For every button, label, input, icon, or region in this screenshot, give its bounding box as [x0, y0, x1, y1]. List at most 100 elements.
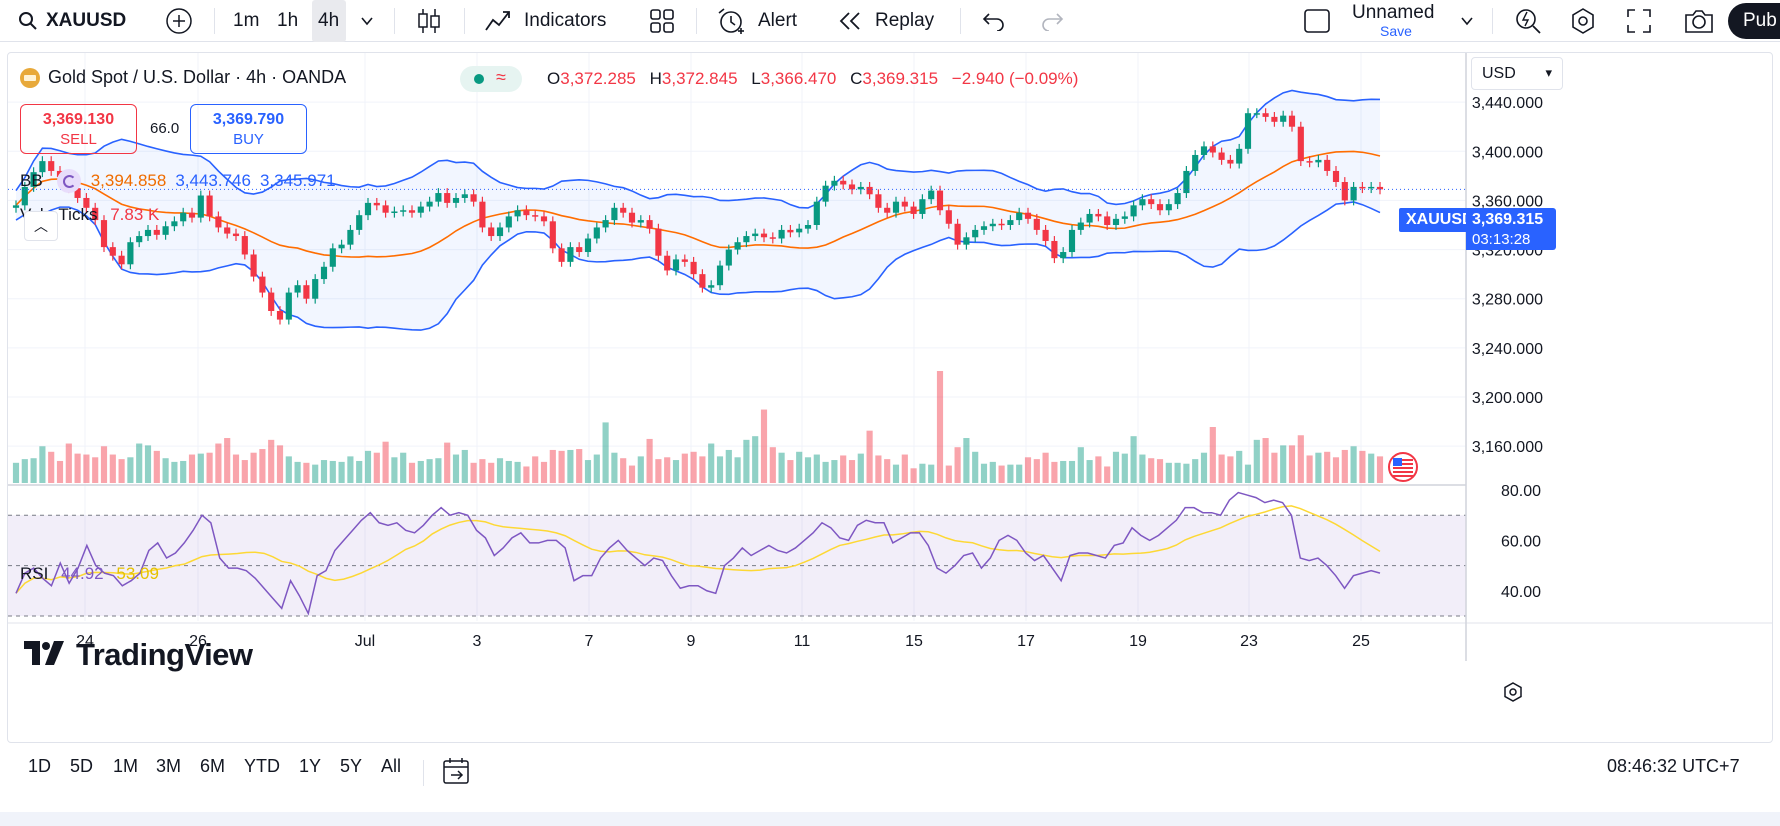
- volume-bar: [1297, 435, 1304, 483]
- time-tick-label: 24: [76, 633, 94, 650]
- settings-button[interactable]: [1568, 0, 1598, 42]
- candle: [197, 195, 204, 218]
- go-to-date-button[interactable]: [442, 757, 472, 790]
- interval-1m-button[interactable]: 1m: [233, 10, 260, 31]
- candle: [936, 190, 944, 211]
- candle: [74, 188, 81, 198]
- candle: [488, 227, 495, 237]
- indicators-button[interactable]: Indicators: [484, 0, 606, 42]
- interval-4h-button[interactable]: 4h: [318, 10, 340, 31]
- currency-selector[interactable]: USD ▾: [1471, 57, 1563, 90]
- fullscreen-button[interactable]: [1626, 0, 1652, 42]
- interval-dropdown-button[interactable]: [360, 0, 374, 42]
- quick-search-button[interactable]: [1513, 0, 1543, 42]
- us-flag-canton: [1393, 458, 1402, 466]
- candle: [998, 223, 1005, 226]
- volume-bar: [1236, 450, 1243, 483]
- layout-dropdown-button[interactable]: [1460, 0, 1474, 42]
- volume-bar: [56, 460, 64, 483]
- range-1m-button[interactable]: 1M: [113, 756, 139, 776]
- chart-type-button[interactable]: [416, 0, 442, 42]
- low-label: L: [751, 69, 761, 88]
- layout-menu-button[interactable]: [1303, 0, 1331, 42]
- buy-button[interactable]: 3,369.790 BUY: [190, 104, 307, 154]
- range-5d-button[interactable]: 5D: [70, 756, 94, 776]
- candle: [1359, 186, 1366, 189]
- change-value: −2.940 (−0.09%): [951, 69, 1079, 88]
- volume-bar: [796, 451, 803, 483]
- price-tick-label: 3,360.000: [1472, 193, 1543, 210]
- volume-bar: [1156, 459, 1164, 483]
- range-all-button[interactable]: All: [381, 756, 402, 776]
- candle: [972, 229, 979, 238]
- volume-bar: [250, 452, 257, 483]
- volume-bar: [848, 460, 856, 483]
- volume-bar: [382, 441, 389, 483]
- symbol-legend[interactable]: Gold Spot / U.S. Dollar · 4h · OANDA: [20, 67, 346, 88]
- timezone-clock[interactable]: 08:46:32 UTC+7: [1607, 756, 1740, 776]
- volume-bar: [496, 458, 504, 483]
- search-icon: [18, 11, 38, 31]
- market-status-badge[interactable]: ≈: [460, 66, 522, 92]
- volume-bar: [945, 465, 952, 483]
- candle: [699, 274, 706, 288]
- candle: [875, 194, 882, 208]
- range-3m-button[interactable]: 3M: [156, 756, 182, 776]
- symbol-search[interactable]: XAUUSD: [18, 0, 126, 42]
- indicators-icon: [484, 8, 512, 34]
- time-tick-label: 11: [794, 633, 811, 650]
- rsi-legend[interactable]: RSI 44.92 53.09: [20, 564, 159, 584]
- candle: [558, 248, 565, 262]
- candle: [532, 215, 539, 217]
- bb-legend[interactable]: BB 3,394.858 3,443.746 3,345.971: [20, 169, 336, 193]
- publish-button[interactable]: Pub: [1728, 3, 1780, 39]
- refresh-icon[interactable]: [56, 169, 81, 193]
- candle: [417, 206, 424, 213]
- time-tick-label: 17: [1017, 633, 1035, 650]
- candle: [892, 201, 900, 213]
- candle: [1068, 229, 1076, 253]
- replay-button[interactable]: Replay: [837, 0, 934, 42]
- candle: [1209, 146, 1216, 153]
- layout-name[interactable]: Unnamed: [1352, 2, 1435, 23]
- range-ytd-button[interactable]: YTD: [244, 756, 280, 776]
- candle: [1244, 113, 1252, 149]
- candle: [276, 311, 284, 320]
- volume-bar: [611, 452, 618, 483]
- range-6m-button[interactable]: 6M: [200, 756, 226, 776]
- range-1d-button[interactable]: 1D: [28, 756, 52, 776]
- volume-bar: [1218, 454, 1225, 483]
- volume-bar: [1042, 452, 1049, 483]
- volume-bar: [980, 463, 988, 483]
- chart-area[interactable]: 3,160.000 3,200.000 3,240.000 3,280.000 3,32…: [7, 52, 1773, 743]
- volume-bar: [285, 456, 292, 483]
- time-tick-label: 26: [189, 633, 207, 650]
- tradingview-logo[interactable]: TradingView: [24, 637, 253, 673]
- range-1y-button[interactable]: 1Y: [299, 756, 322, 776]
- rsi-tick-label: 60.00: [1501, 533, 1541, 550]
- volume-bar: [338, 461, 345, 483]
- layouts-button[interactable]: [649, 0, 675, 42]
- save-link[interactable]: Save: [1380, 23, 1412, 39]
- volume-bar: [312, 464, 319, 483]
- chart-canvas[interactable]: 3,160.0003,200.0003,240.0003,280.0003,32…: [8, 53, 1773, 743]
- candle: [1350, 186, 1357, 201]
- volume-bar: [831, 460, 838, 483]
- redo-button[interactable]: [1040, 0, 1064, 42]
- volume-bar: [435, 458, 442, 483]
- candle: [1121, 216, 1128, 219]
- range-5y-button[interactable]: 5Y: [340, 756, 363, 776]
- compare-button[interactable]: [165, 0, 193, 42]
- undo-button[interactable]: [982, 0, 1006, 42]
- collapse-legend-button[interactable]: ︿: [24, 211, 58, 241]
- volume-bar: [1306, 455, 1313, 483]
- sell-button[interactable]: 3,369.130 SELL: [20, 104, 137, 154]
- volume-bar: [646, 438, 653, 483]
- candle: [12, 205, 20, 208]
- candle: [356, 215, 363, 230]
- interval-1h-button[interactable]: 1h: [277, 10, 299, 31]
- candle: [787, 229, 794, 233]
- snapshot-button[interactable]: [1683, 0, 1715, 42]
- alert-button[interactable]: Alert: [716, 0, 797, 42]
- axis-settings-button[interactable]: [1502, 681, 1524, 708]
